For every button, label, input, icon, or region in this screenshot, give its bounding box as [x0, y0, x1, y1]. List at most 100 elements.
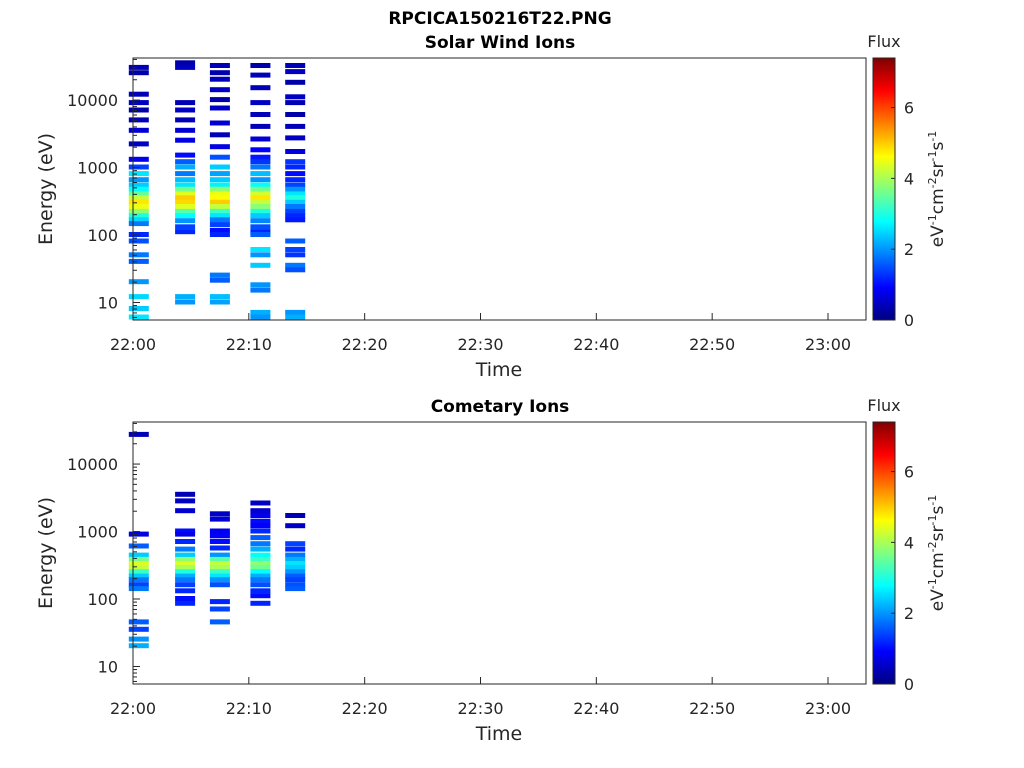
- spectrogram-cell: [250, 287, 271, 293]
- spectrogram-cell: [175, 137, 196, 143]
- spectrogram-cell: [128, 431, 149, 437]
- x-tick-label: 23:00: [805, 699, 851, 718]
- spectrogram-cell: [209, 87, 230, 93]
- spectrogram-cell: [285, 561, 306, 566]
- spectrogram-cell: [285, 159, 306, 165]
- spectrogram-cell: [209, 619, 230, 625]
- spectrogram-cell: [250, 588, 271, 594]
- spectrogram-cell: [209, 217, 230, 223]
- y-tick-label: 10: [98, 657, 118, 676]
- x-tick-label: 22:10: [226, 699, 272, 718]
- spectrogram-cell: [209, 120, 230, 126]
- spectrogram-cell: [285, 569, 306, 575]
- spectrogram-cell: [128, 64, 149, 70]
- spectrogram-cell: [175, 561, 196, 566]
- spectrogram-cell: [128, 182, 149, 188]
- spectrogram-cell: [175, 588, 196, 594]
- spectrogram-cell: [175, 564, 196, 570]
- spectrogram-cell: [285, 191, 306, 197]
- spectrogram-cell: [209, 171, 230, 177]
- spectrogram-cells: [128, 60, 306, 320]
- colorbar-tick-label: 2: [904, 240, 914, 259]
- spectrogram-cell: [209, 97, 230, 103]
- spectrogram-cell: [175, 600, 196, 606]
- x-tick-label: 22:50: [689, 699, 735, 718]
- spectrogram-cell: [128, 569, 149, 575]
- x-tick-label: 22:20: [342, 699, 388, 718]
- spectrogram-cell: [250, 182, 271, 188]
- x-tick-label: 22:40: [573, 699, 619, 718]
- spectrogram-cell: [175, 195, 196, 201]
- spectrogram-cell: [128, 204, 149, 209]
- spectrogram-cell: [285, 586, 306, 592]
- plot-frame: [132, 57, 867, 321]
- spectrogram-cell: [250, 518, 271, 524]
- colorbar-unit-label: eV-1cm-2sr-1s-1: [926, 131, 948, 248]
- spectrogram-cell: [285, 541, 306, 547]
- spectrogram-cell: [128, 217, 149, 223]
- spectrogram-cell: [250, 577, 271, 583]
- spectrogram-cell: [250, 556, 271, 562]
- figure-title: RPCICA150216T22.PNG: [388, 9, 611, 29]
- spectrogram-cell: [209, 606, 230, 612]
- spectrogram-cell: [175, 491, 196, 497]
- y-axis-label: Energy (eV): [35, 133, 57, 245]
- spectrogram-cell: [128, 177, 149, 183]
- spectrogram-cell: [250, 171, 271, 177]
- spectrogram-cell: [175, 204, 196, 209]
- spectrogram-cell: [175, 582, 196, 588]
- spectrogram-cell: [175, 60, 196, 66]
- spectrogram-cell: [175, 508, 196, 514]
- spectrogram-cell: [285, 314, 306, 320]
- spectrogram-cell: [250, 191, 271, 197]
- spectrogram-cell: [250, 535, 271, 541]
- spectrogram-cell: [128, 577, 149, 583]
- spectrogram-cell: [175, 199, 196, 205]
- spectrogram-cell: [209, 182, 230, 188]
- spectrogram-cell: [128, 127, 149, 133]
- colorbar-gradient: [872, 421, 896, 685]
- spectrogram-cell: [175, 107, 196, 113]
- spectrogram-cell: [209, 552, 230, 558]
- spectrogram-cell: [209, 76, 230, 82]
- spectrogram-cell: [250, 100, 271, 106]
- spectrogram-cell: [285, 247, 306, 252]
- spectrogram-cell: [128, 552, 149, 558]
- spectrogram-cell: [128, 531, 149, 537]
- spectrogram-cell: [285, 238, 306, 244]
- y-tick-label: 1000: [77, 159, 118, 178]
- spectrogram-cell: [250, 564, 271, 570]
- spectrogram-cell: [250, 582, 271, 588]
- spectrogram-cell: [175, 100, 196, 106]
- spectrogram-cell: [128, 91, 149, 97]
- x-axis: 22:00 22:10 22:20 22:30 22:40 22:50 23:00: [110, 313, 851, 354]
- spectrogram-cell: [128, 164, 149, 170]
- spectrogram-cell: [175, 528, 196, 534]
- spectrogram-cell: [285, 164, 306, 170]
- spectrogram-cell: [209, 213, 230, 219]
- spectrogram-cell: [209, 533, 230, 539]
- spectrogram-cell: [285, 199, 306, 205]
- colorbar-gradient: [872, 57, 896, 321]
- spectrogram-cell: [175, 171, 196, 177]
- spectrogram-cell: [250, 136, 271, 142]
- spectrogram-cell: [250, 72, 271, 78]
- y-axis: 10 100 1000 10000: [67, 58, 140, 318]
- spectrogram-cell: [175, 539, 196, 544]
- y-tick-label: 10000: [67, 455, 118, 474]
- spectrogram-cell: [175, 556, 196, 562]
- spectrogram-cell: [175, 152, 196, 158]
- spectrogram-cell: [250, 186, 271, 192]
- spectrogram-cell: [128, 573, 149, 579]
- spectrogram-cell: [175, 577, 196, 583]
- spectrogram-cell: [175, 213, 196, 219]
- spectrogram-cell: [209, 556, 230, 562]
- spectrogram-cell: [128, 232, 149, 237]
- spectrogram-cell: [209, 105, 230, 111]
- spectrogram-cell: [209, 222, 230, 228]
- spectrogram-cell: [175, 177, 196, 183]
- x-tick-label: 22:30: [457, 335, 503, 354]
- spectrogram-cell: [209, 569, 230, 575]
- y-tick-label: 1000: [77, 523, 118, 542]
- spectrogram-cell: [285, 262, 306, 268]
